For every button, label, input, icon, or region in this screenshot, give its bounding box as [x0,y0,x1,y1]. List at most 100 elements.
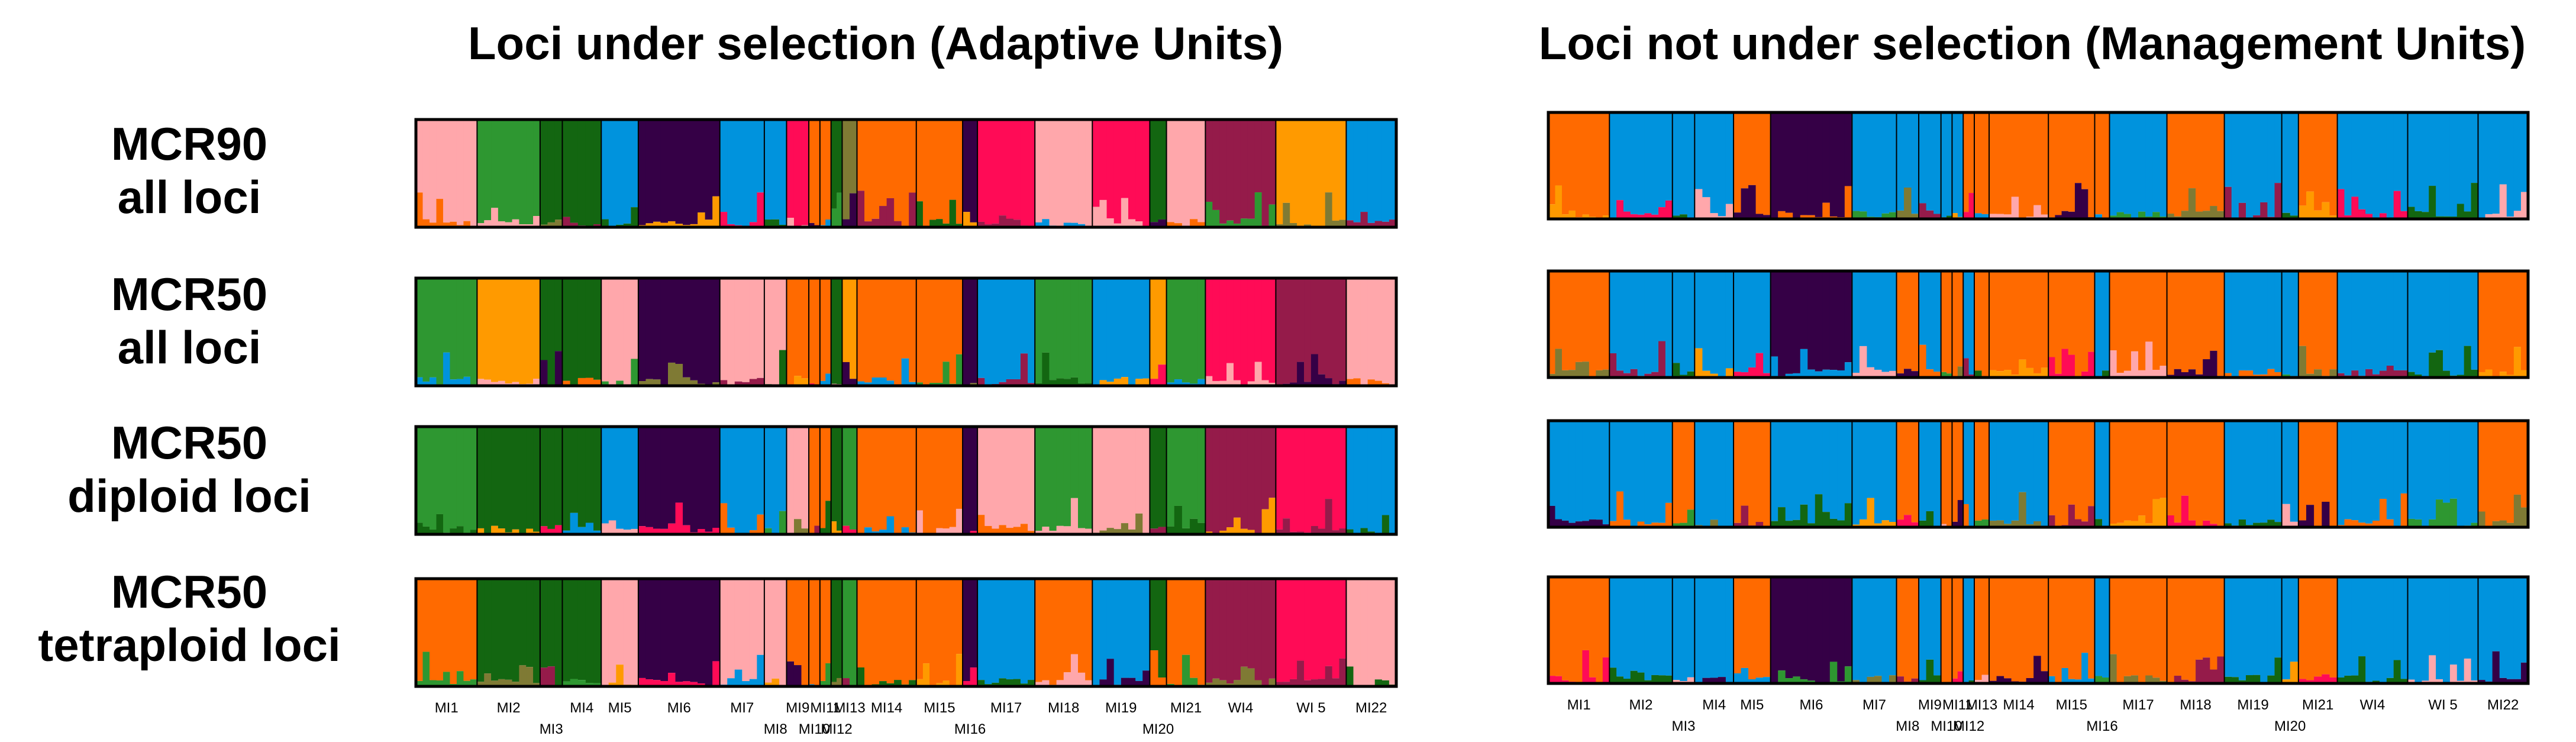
individual-bar-minor [2174,369,2182,378]
individual-bar-minor [2386,678,2394,683]
individual-bar-minor [2196,659,2203,683]
individual-bar-minor [992,223,1000,227]
individual-bar-major [601,120,609,220]
individual-bar-major [779,120,787,225]
individual-bar-minor [1996,371,2004,378]
individual-bar-major [1694,577,1703,683]
individual-bar-major [1020,120,1028,226]
individual-bar-major [864,120,873,222]
individual-bar-minor [1844,503,1852,527]
individual-bar-minor [1548,373,1556,378]
individual-bar-major [653,120,661,222]
individual-bar-major [1981,577,1990,675]
individual-bar-minor [1240,218,1248,227]
individual-bar-major [1889,577,1897,676]
panel-frame [1547,269,2530,379]
individual-bar-major [1867,271,1875,367]
individual-bar-minor [1042,219,1050,227]
individual-bar-major [1911,112,1919,214]
individual-bar-minor [540,526,548,534]
individual-bar-minor [864,382,873,386]
individual-bar-major [2174,421,2182,523]
individual-bar-minor [2436,679,2443,683]
individual-bar-major [2041,271,2049,368]
individual-bar-minor [450,379,457,386]
individual-bar-major [1589,271,1596,378]
individual-bar-major [1911,577,1919,679]
individual-bar-major [894,427,902,534]
individual-bar-major [1996,271,2004,372]
individual-bar-minor [1353,378,1361,386]
individual-bar-major [608,427,616,521]
individual-bar-major [2372,421,2380,521]
individual-bar-major [547,278,556,385]
individual-bar-minor [757,654,765,686]
individual-bar-major [2400,421,2409,493]
individual-bar-minor [1763,677,1771,683]
individual-bar-minor [1926,659,1934,683]
individual-bar-major [1822,112,1831,203]
individual-bar-major [984,120,992,225]
individual-bar-minor [1815,494,1823,527]
individual-bar-minor [422,651,430,686]
population-label: MI6 [667,700,691,716]
individual-bar-major [2217,577,2225,657]
individual-bar-major [1374,120,1383,221]
individual-bar-major [1070,278,1079,378]
individual-bar-minor [1197,522,1206,534]
individual-bar-minor [2298,679,2307,683]
individual-bar-minor [757,514,765,534]
individual-bar-major [1694,271,1703,349]
individual-bar-major [749,579,757,679]
individual-bar-minor [1710,213,1719,219]
individual-bar-major [2351,112,2359,197]
individual-bar-minor [1741,667,1749,683]
population-label: MI5 [1740,697,1764,713]
individual-bar-major [734,278,743,382]
individual-bar-major [1919,271,1927,345]
individual-bar-major [577,278,586,378]
individual-bar-major [616,579,624,665]
individual-bar-major [2074,112,2082,183]
individual-bar-minor [1852,680,1860,683]
individual-bar-major [2138,271,2146,370]
individual-bar-minor [1859,519,1868,527]
individual-bar-minor [1240,666,1248,686]
individual-bar-major [1360,278,1368,385]
individual-bar-major [2449,421,2458,499]
individual-bar-major [1389,579,1397,685]
individual-bar-major [779,579,787,686]
individual-bar-minor [1310,526,1319,534]
individual-bar-major [757,579,765,655]
individual-bar-minor [2407,518,2416,527]
individual-bar-major [955,278,963,354]
individual-bar-major [1548,577,1556,676]
individual-bar-major [2290,421,2299,522]
individual-bar-major [519,427,527,534]
individual-bar-minor [2400,370,2409,378]
individual-bar-major [963,278,971,386]
individual-bar-major [909,427,917,533]
individual-bar-minor [2372,374,2380,378]
individual-bar-minor [2407,372,2416,378]
individual-bar-minor [2081,521,2088,527]
individual-bar-minor [955,508,963,534]
individual-bar-major [1367,120,1376,223]
individual-bar-major [1121,278,1129,378]
population-label: MI19 [2237,697,2268,713]
individual-bar-minor [1268,678,1276,686]
individual-bar-minor [2081,371,2088,378]
individual-bar-major [2224,421,2232,524]
individual-bar-minor [894,221,902,227]
individual-bar-major [942,427,950,529]
individual-bar-major [1254,120,1263,193]
individual-bar-minor [422,381,430,386]
individual-bar-major [645,579,654,680]
individual-bar-major [2351,271,2359,371]
individual-bar-minor [1933,214,1942,219]
individual-bar-major [2492,271,2500,377]
individual-bar-major [984,579,992,685]
individual-bar-minor [1867,676,1875,683]
individual-bar-major [1933,112,1942,214]
individual-bar-minor [1651,675,1659,683]
